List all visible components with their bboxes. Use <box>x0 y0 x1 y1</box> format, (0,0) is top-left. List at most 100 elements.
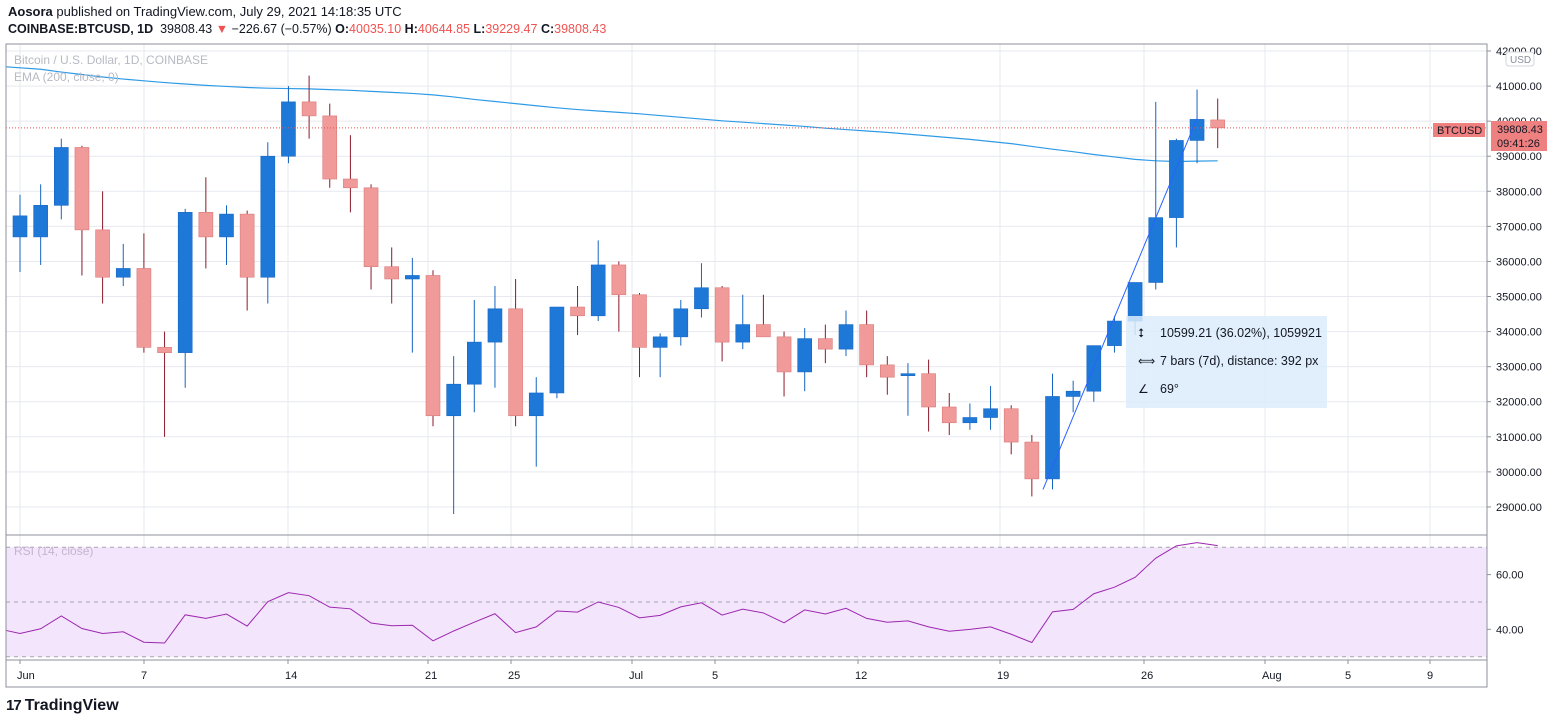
candle-2021-07-13 <box>879 356 895 395</box>
current-price: 39808.43 <box>1497 124 1543 136</box>
candle-body <box>797 338 813 373</box>
rsi-line <box>5 542 1218 644</box>
candle-2021-06-10 <box>198 177 214 269</box>
candle-2021-06-23 <box>466 300 482 413</box>
change-value: −226.67 (−0.57%) <box>231 22 332 36</box>
candle-2021-06-17 <box>343 135 358 213</box>
candle-body <box>487 308 503 343</box>
candle-2021-06-25 <box>508 278 523 427</box>
candle-2021-06-07 <box>136 233 152 353</box>
candle-body <box>219 213 234 238</box>
candle-body <box>53 147 69 206</box>
candle-2021-07-20 <box>1024 435 1040 497</box>
time-tick-label: 9 <box>1427 670 1433 682</box>
candle-body <box>1148 217 1164 283</box>
candle-2021-07-03 <box>673 300 689 346</box>
time-tick-label: 19 <box>997 670 1009 682</box>
candle-body <box>756 324 771 338</box>
candle-2021-06-24 <box>487 285 503 388</box>
candle-body <box>136 268 152 348</box>
candle-body <box>177 212 193 353</box>
candle-body <box>466 341 482 385</box>
price-tick-label: 35000.00 <box>1496 292 1542 304</box>
time-tick-label: 21 <box>425 670 437 682</box>
angle-icon: ∠ <box>1138 382 1149 396</box>
candle-2021-06-16 <box>322 103 338 188</box>
candle-body <box>260 155 276 278</box>
ruler-angle-text: 69° <box>1160 382 1179 396</box>
candle-body <box>714 287 730 343</box>
candle-2021-07-05 <box>714 285 730 362</box>
candle-2021-07-14 <box>900 363 916 416</box>
candle-2021-06-11 <box>219 205 234 265</box>
candle-2021-06-19 <box>384 247 400 304</box>
time-tick-label: 5 <box>712 670 718 682</box>
candle-2021-07-21 <box>1045 373 1060 490</box>
candle-2021-07-07 <box>756 294 771 338</box>
price-tick-label: 39000.00 <box>1496 151 1542 163</box>
time-tick-label: 25 <box>508 670 520 682</box>
candle-body <box>343 178 358 189</box>
candle-body <box>425 275 441 417</box>
candle-body <box>1065 390 1081 397</box>
candle-2021-07-04 <box>694 263 709 318</box>
candle-2021-06-21 <box>425 270 441 427</box>
candle-body <box>198 212 214 238</box>
time-tick-label: 5 <box>1345 670 1351 682</box>
rsi-tick-label: 40.00 <box>1496 624 1524 636</box>
candle-2021-07-16 <box>941 392 957 436</box>
rsi-axis[interactable]: 40.00 60.00 <box>1487 570 1524 637</box>
candle-2021-06-14 <box>281 86 296 164</box>
currency-badge[interactable] <box>1505 51 1535 67</box>
symbol-label: COINBASE:BTCUSD, 1D <box>8 22 154 36</box>
ohlc-header: COINBASE:BTCUSD, 1D 39808.43 ▼ −226.67 (… <box>8 22 606 36</box>
candle-body <box>983 408 998 418</box>
candle-body <box>12 215 28 238</box>
chart-legend-title: Bitcoin / U.S. Dollar, 1D, COINBASE <box>14 53 208 67</box>
candle-body <box>673 308 689 338</box>
price-axis[interactable]: 29000.00 30000.00 31000.00 32000.00 33000.00… <box>1487 46 1542 514</box>
candle-body <box>508 308 523 417</box>
author-name[interactable]: Aosora <box>8 4 53 19</box>
candle-2021-06-27 <box>549 306 565 399</box>
candle-body <box>405 275 420 280</box>
time-axis[interactable]: Jun 7 14 21 25 Jul 5 12 19 26 Aug 5 9 <box>17 660 1433 682</box>
candle-2021-07-18 <box>983 385 998 430</box>
candle-2021-07-10 <box>818 324 833 364</box>
rsi-guides <box>6 546 1487 658</box>
bars-range-icon: ⟺ <box>1138 354 1156 368</box>
candle-body <box>652 336 668 348</box>
candle-body <box>776 336 792 373</box>
tradingview-mark-icon: 17 <box>6 697 22 714</box>
candle-body <box>735 324 751 343</box>
rsi-legend: RSI (14, close) <box>14 544 93 558</box>
symbol-price-tag <box>1433 123 1485 137</box>
candle-2021-07-09 <box>797 328 813 392</box>
price-tick-label: 29000.00 <box>1496 502 1542 514</box>
price-tick-label: 36000.00 <box>1496 256 1542 268</box>
ema-legend: EMA (200, close, 0) <box>14 70 119 84</box>
candle-2021-07-08 <box>776 331 792 397</box>
candle-body <box>1086 345 1102 392</box>
candle-body <box>239 213 255 278</box>
time-tick-label: Jul <box>629 670 643 682</box>
candle-2021-07-02 <box>652 333 668 378</box>
current-price-tag <box>1491 121 1547 151</box>
time-tick-label: 26 <box>1141 670 1153 682</box>
candle-body <box>1210 119 1225 129</box>
tradingview-logo[interactable]: 17 TradingView <box>6 697 119 715</box>
candle-2021-07-26 <box>1148 101 1164 290</box>
candle-2021-06-20 <box>405 257 420 353</box>
brand-name: TradingView <box>24 697 119 714</box>
ruler-trend-line[interactable] <box>1042 118 1198 490</box>
currency-badge-label: USD <box>1510 55 1531 66</box>
candle-body <box>900 373 916 376</box>
candle-2021-06-15 <box>301 75 317 139</box>
publish-info: Aosora published on TradingView.com, Jul… <box>8 4 402 19</box>
candles <box>12 75 1225 514</box>
candle-2021-07-19 <box>1003 405 1019 455</box>
candle-body <box>1024 441 1040 480</box>
candle-2021-06-18 <box>363 184 379 290</box>
high-value: 40644.85 <box>417 22 471 36</box>
candle-body <box>157 347 172 353</box>
